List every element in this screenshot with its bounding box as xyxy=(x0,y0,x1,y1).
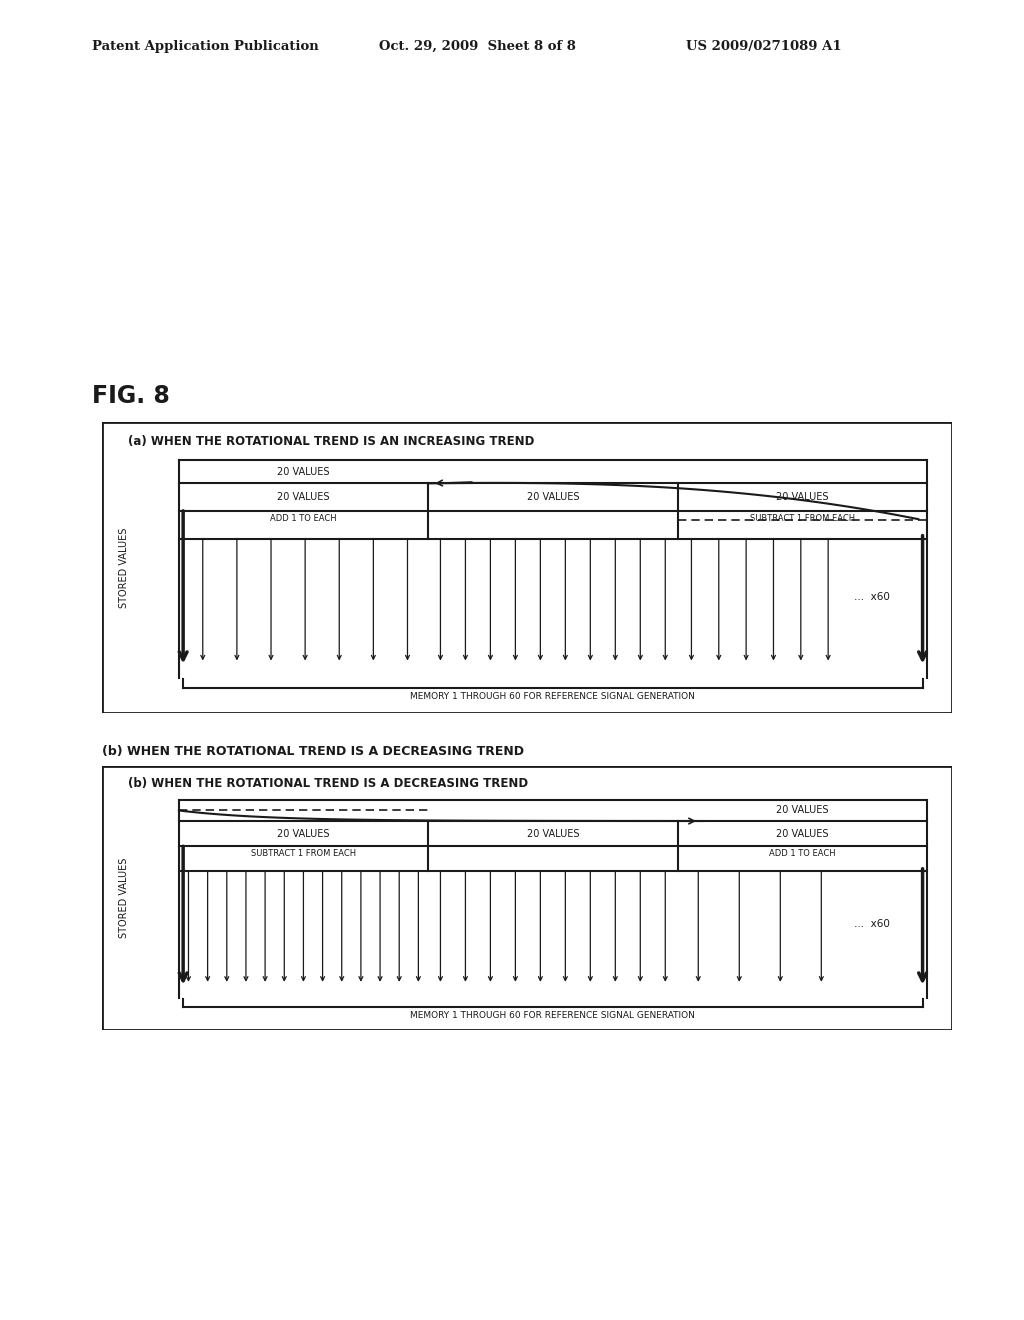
Text: 20 VALUES: 20 VALUES xyxy=(278,829,330,838)
Text: STORED VALUES: STORED VALUES xyxy=(119,858,129,937)
Text: STORED VALUES: STORED VALUES xyxy=(119,528,129,607)
Text: 20 VALUES: 20 VALUES xyxy=(278,467,330,477)
Text: (a) WHEN THE ROTATIONAL TREND IS AN INCREASING TREND: (a) WHEN THE ROTATIONAL TREND IS AN INCR… xyxy=(128,436,535,449)
Text: ...  x60: ... x60 xyxy=(854,591,890,602)
Text: 20 VALUES: 20 VALUES xyxy=(526,492,580,502)
Text: Patent Application Publication: Patent Application Publication xyxy=(92,40,318,53)
Text: 20 VALUES: 20 VALUES xyxy=(526,829,580,838)
Text: SUBTRACT 1 FROM EACH: SUBTRACT 1 FROM EACH xyxy=(251,849,356,858)
Text: 20 VALUES: 20 VALUES xyxy=(776,829,828,838)
Text: (b) WHEN THE ROTATIONAL TREND IS A DECREASING TREND: (b) WHEN THE ROTATIONAL TREND IS A DECRE… xyxy=(102,744,524,758)
Text: (b) WHEN THE ROTATIONAL TREND IS A DECREASING TREND: (b) WHEN THE ROTATIONAL TREND IS A DECRE… xyxy=(128,777,528,791)
Text: US 2009/0271089 A1: US 2009/0271089 A1 xyxy=(686,40,842,53)
Text: FIG. 8: FIG. 8 xyxy=(92,384,170,408)
Text: SUBTRACT 1 FROM EACH: SUBTRACT 1 FROM EACH xyxy=(750,513,855,523)
Text: MEMORY 1 THROUGH 60 FOR REFERENCE SIGNAL GENERATION: MEMORY 1 THROUGH 60 FOR REFERENCE SIGNAL… xyxy=(411,693,695,701)
Text: ADD 1 TO EACH: ADD 1 TO EACH xyxy=(769,849,836,858)
FancyBboxPatch shape xyxy=(102,766,952,1030)
Text: 20 VALUES: 20 VALUES xyxy=(776,805,828,816)
Text: ADD 1 TO EACH: ADD 1 TO EACH xyxy=(270,513,337,523)
Text: MEMORY 1 THROUGH 60 FOR REFERENCE SIGNAL GENERATION: MEMORY 1 THROUGH 60 FOR REFERENCE SIGNAL… xyxy=(411,1011,695,1020)
FancyBboxPatch shape xyxy=(102,422,952,713)
Text: 20 VALUES: 20 VALUES xyxy=(776,492,828,502)
Text: ...  x60: ... x60 xyxy=(854,919,890,929)
Text: Oct. 29, 2009  Sheet 8 of 8: Oct. 29, 2009 Sheet 8 of 8 xyxy=(379,40,575,53)
Text: 20 VALUES: 20 VALUES xyxy=(278,492,330,502)
